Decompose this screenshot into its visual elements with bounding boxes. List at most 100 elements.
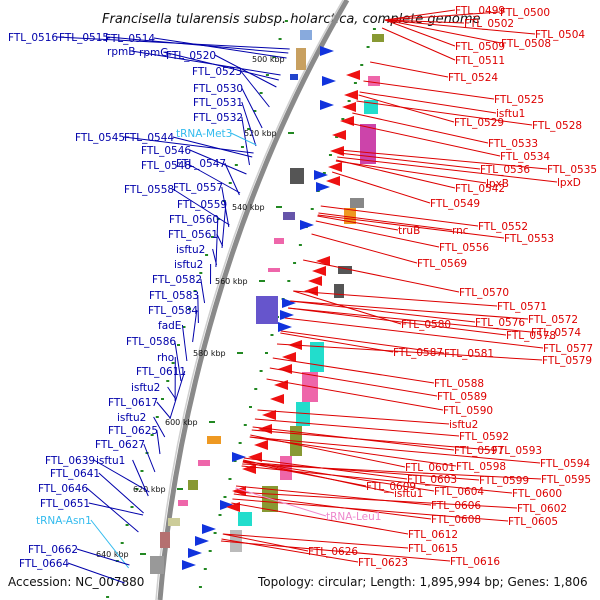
gene-label-left[interactable]: FTL_0548 [141,160,191,172]
gene-label-right[interactable]: FTL_0577 [543,343,593,355]
gene-label-left[interactable]: FTL_0662 [28,544,78,556]
gene-label-right[interactable]: FTL_0602 [517,503,567,515]
gene-label-left[interactable]: FTL_0617 [108,397,158,409]
gene-label-right[interactable]: lpxB [486,178,509,190]
gene-label-left[interactable]: FTL_0530 [193,83,243,95]
gene-label-right[interactable]: FTL_0599 [479,475,529,487]
gene-label-right[interactable]: FTL_0556 [439,242,489,254]
gene-label-right[interactable]: FTL_0509 [455,41,505,53]
gene-label-left[interactable]: rpmG [139,47,168,59]
gene-label-right[interactable]: FTL_0580 [401,319,451,331]
gene-label-right[interactable]: FTL_0500 [500,7,550,19]
gene-label-right[interactable]: FTL_0587 [393,347,443,359]
gene-label-left[interactable]: FTL_0641 [50,468,100,480]
gene-label-right[interactable]: FTL_0592 [459,431,509,443]
gene-label-right[interactable]: FTL_0579 [542,355,592,367]
gene-label-right[interactable]: isftu1 [394,488,423,500]
gene-label-right[interactable]: FTL_0578 [506,330,556,342]
gene-label-right[interactable]: FTL_0604 [434,486,484,498]
gene-label-right[interactable]: FTL_0508 [501,38,551,50]
gene-label-right[interactable]: FTL_0600 [512,488,562,500]
gene-label-right[interactable]: FTL_0572 [528,314,578,326]
gene-label-left[interactable]: FTL_0639 [45,455,95,467]
gene-label-right[interactable]: FTL_0590 [443,405,493,417]
gene-label-right[interactable]: FTL_0605 [508,516,558,528]
gene-label-right[interactable]: FTL_0502 [464,18,514,30]
gene-label-right[interactable]: FTL_0553 [504,233,554,245]
gene-label-right[interactable]: FTL_0529 [454,117,504,129]
gene-label-left[interactable]: FTL_0532 [193,112,243,124]
gene-label-right[interactable]: FTL_0576 [475,317,525,329]
gene-label-right[interactable]: rnc [452,225,469,237]
gene-label-right[interactable]: isftu2 [449,419,478,431]
gene-label-right[interactable]: FTL_0499 [455,5,505,17]
gene-label-right[interactable]: FTL_0504 [535,29,585,41]
gene-label-left[interactable]: FTL_0515 [59,32,109,44]
gene-label-right[interactable]: FTL_0589 [437,391,487,403]
gene-label-left[interactable]: FTL_0561 [168,229,218,241]
gene-label-right[interactable]: FTL_0511 [455,55,505,67]
gene-label-right[interactable]: FTL_0593 [492,445,542,457]
gene-label-left[interactable]: FTL_0560 [169,214,219,226]
gene-label-right[interactable]: FTL_0528 [532,120,582,132]
gene-label-left[interactable]: rpmB [107,46,135,58]
gene-label-left[interactable]: FTL_0627 [95,439,145,451]
gene-label-left[interactable]: FTL_0583 [149,290,199,302]
gene-label-left[interactable]: fadE [158,320,181,332]
gene-label-right[interactable]: FTL_0525 [494,94,544,106]
gene-label-right[interactable]: FTL_0542 [455,183,505,195]
gene-label-left[interactable]: FTL_0531 [193,97,243,109]
gene-label-left[interactable]: isftu1 [96,455,125,467]
gene-label-right[interactable]: FTL_0606 [431,500,481,512]
gene-label-left[interactable]: FTL_0520 [166,50,216,62]
gene-label-left[interactable]: FTL_0646 [38,483,88,495]
gene-label-left[interactable]: FTL_0584 [148,305,198,317]
gene-label-right[interactable]: FTL_0626 [308,546,358,558]
gene-label-left[interactable]: FTL_0516 [8,32,58,44]
gene-label-right[interactable]: FTL_0612 [408,529,458,541]
gene-label-right[interactable]: FTL_0601 [405,462,455,474]
gene-label-right[interactable]: FTL_0574 [531,327,581,339]
gene-label-right[interactable]: FTL_0533 [488,138,538,150]
gene-label-right[interactable]: FTL_0588 [434,378,484,390]
gene-label-right[interactable]: FTL_0552 [478,221,528,233]
gene-label-right[interactable]: FTL_0595 [541,474,591,486]
gene-label-right[interactable]: FTL_0534 [500,151,550,163]
gene-label-left[interactable]: FTL_0625 [108,425,158,437]
gene-label-right[interactable]: FTL_0549 [430,198,480,210]
gene-label-right[interactable]: FTL_0623 [358,557,408,569]
gene-label-left[interactable]: FTL_0558 [124,184,174,196]
gene-label-left[interactable]: tRNA-Met3 [176,128,232,140]
gene-label-right[interactable]: FTL_0609 [366,481,416,493]
gene-label-left[interactable]: FTL_0544 [124,132,174,144]
gene-label-right[interactable]: FTL_0570 [459,287,509,299]
gene-label-right[interactable]: FTL_0608 [431,514,481,526]
gene-label-right[interactable]: FTL_0524 [448,72,498,84]
gene-label-left[interactable]: isftu2 [176,244,205,256]
gene-label-left[interactable]: isftu2 [117,412,146,424]
gene-label-left[interactable]: rho [157,352,174,364]
gene-label-right[interactable]: FTL_0571 [497,301,547,313]
gene-label-left[interactable]: FTL_0664 [19,558,69,570]
gene-label-right[interactable]: truB [398,225,420,237]
gene-label-right[interactable]: FTL_0569 [417,258,467,270]
gene-label-left[interactable]: isftu2 [131,382,160,394]
gene-label-right[interactable]: FTL_0598 [456,461,506,473]
gene-label-left[interactable]: FTL_0651 [40,498,90,510]
gene-label-left[interactable]: FTL_0557 [173,182,223,194]
gene-label-right[interactable]: FTL_0616 [450,556,500,568]
gene-label-left[interactable]: FTL_0523 [192,66,242,78]
gene-label-right[interactable]: lpxD [557,177,581,189]
gene-label-right[interactable]: isftu1 [496,108,525,120]
gene-label-right[interactable]: FTL_0535 [547,164,597,176]
gene-label-left[interactable]: FTL_0586 [126,336,176,348]
gene-label-left[interactable]: isftu2 [174,259,203,271]
gene-label-left[interactable]: FTL_0559 [177,199,227,211]
gene-label-left[interactable]: FTL_0546 [141,145,191,157]
gene-label-left[interactable]: FTL_0547 [176,158,226,170]
gene-label-right[interactable]: FTL_0603 [407,474,457,486]
gene-label-left[interactable]: FTL_0582 [152,274,202,286]
gene-label-left[interactable]: FTL_0545 [75,132,125,144]
gene-label-left[interactable]: tRNA-Asn1 [36,515,92,527]
gene-label-left[interactable]: FTL_0611 [136,366,186,378]
